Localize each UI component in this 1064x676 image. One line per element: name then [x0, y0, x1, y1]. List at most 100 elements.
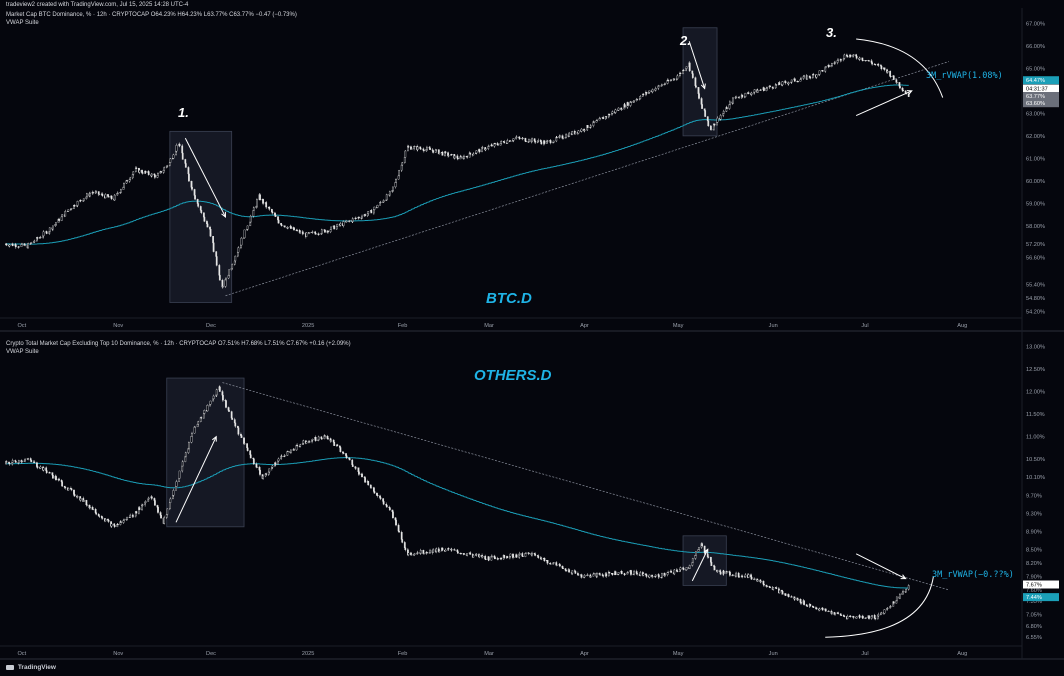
- btc-candle-body: [803, 75, 805, 77]
- others-y-tick: 12.00%: [1026, 390, 1045, 396]
- others-candle: [627, 571, 629, 574]
- btc-candle-body: [759, 89, 762, 91]
- others-candle-body: [490, 555, 493, 557]
- btc-candle-body: [685, 66, 688, 69]
- btc-candle: [540, 140, 543, 145]
- btc-candle-body: [676, 75, 679, 80]
- btc-candle-body: [48, 227, 51, 232]
- others-candle: [905, 588, 907, 593]
- others-candle: [33, 460, 36, 464]
- btc-candle-body: [314, 232, 317, 235]
- btc-candle: [64, 209, 67, 217]
- btc-candle: [735, 95, 737, 99]
- others-y-tick: 6.55%: [1026, 635, 1042, 641]
- btc-candle: [101, 192, 104, 198]
- others-candle-body: [169, 498, 172, 503]
- others-candle: [639, 570, 642, 577]
- btc-candle-body: [664, 83, 666, 85]
- others-candle-body: [230, 411, 233, 419]
- btc-candle: [633, 100, 635, 103]
- btc-candle-body: [463, 156, 465, 159]
- btc-y-tick: 58.00%: [1026, 224, 1045, 230]
- btc-candle-body: [120, 189, 122, 193]
- btc-candle: [447, 153, 450, 157]
- pattern-box-1: [169, 130, 233, 303]
- others-candle-body: [39, 466, 42, 469]
- others-candle: [889, 605, 892, 608]
- btc-candle: [188, 173, 190, 182]
- others-y-tick: 8.50%: [1026, 547, 1042, 553]
- others-candle-body: [614, 571, 617, 576]
- others-candle-body: [79, 498, 82, 501]
- btc-candle-body: [404, 150, 407, 158]
- others-candle: [608, 571, 611, 574]
- others-candle-body: [302, 440, 305, 444]
- btc-candle-body: [602, 117, 605, 120]
- others-candle: [521, 554, 524, 557]
- others-candle: [76, 495, 79, 498]
- others-candle: [568, 568, 571, 573]
- others-candle-body: [413, 553, 416, 555]
- others-candle-body: [837, 612, 839, 614]
- others-candle: [181, 460, 184, 467]
- others-y-tick: 10.10%: [1026, 475, 1045, 481]
- btc-candle-body: [392, 186, 394, 191]
- others-candle-body: [33, 461, 36, 463]
- btc-candle: [589, 123, 592, 129]
- others-candle: [21, 459, 23, 464]
- btc-candle-body: [30, 241, 33, 244]
- btc-candle-body: [317, 233, 320, 235]
- btc-candle: [800, 76, 802, 80]
- btc-candle-body: [141, 172, 144, 174]
- btc-candle: [824, 65, 827, 69]
- btc-candle-body: [11, 243, 14, 247]
- btc-price-tag-text: 63.60%: [1026, 101, 1045, 107]
- others-candle-body: [599, 574, 601, 576]
- btc-candle-body: [116, 192, 119, 194]
- btc-candle: [710, 128, 713, 131]
- others-candle-body: [129, 514, 132, 518]
- btc-candle: [509, 140, 512, 142]
- btc-candle-body: [327, 230, 329, 233]
- btc-candle-body: [382, 200, 385, 203]
- others-candle-body: [907, 585, 910, 590]
- others-candle: [707, 555, 710, 559]
- btc-pane-title: Market Cap BTC Dominance, % · 12h · CRYP…: [6, 11, 297, 19]
- others-candle-body: [750, 576, 753, 580]
- btc-candle-body: [385, 194, 388, 201]
- others-candle-body: [184, 452, 187, 457]
- others-candle: [599, 572, 601, 576]
- others-candle: [651, 576, 654, 578]
- btc-candle-body: [86, 193, 88, 198]
- btc-candle: [79, 200, 82, 203]
- btc-candle: [191, 186, 193, 192]
- others-candle-body: [150, 496, 153, 499]
- others-x-tick: Oct: [17, 651, 26, 657]
- btc-candle-body: [518, 137, 521, 140]
- others-candle-body: [741, 575, 744, 577]
- others-candle: [280, 454, 283, 458]
- btc-candle: [342, 220, 345, 228]
- others-candle-body: [858, 615, 861, 618]
- arrow-head: [221, 211, 227, 218]
- annotation-arrow-6: [855, 553, 907, 580]
- btc-candle-body: [194, 195, 196, 200]
- btc-candle: [410, 147, 413, 150]
- others-candle: [395, 519, 397, 527]
- btc-candle-body: [8, 244, 11, 247]
- others-candle-body: [256, 466, 258, 468]
- btc-candle: [252, 206, 255, 211]
- others-price-tag-bg: [1023, 593, 1059, 602]
- btc-candle-body: [596, 119, 598, 121]
- btc-candle-body: [500, 141, 503, 144]
- others-candle-body: [735, 572, 737, 577]
- others-candle-body: [877, 614, 880, 617]
- others-candle-body: [132, 515, 135, 517]
- others-candle: [86, 504, 88, 507]
- btc-candle: [67, 209, 70, 212]
- arrow-head: [212, 435, 217, 442]
- btc-candle: [330, 226, 332, 231]
- btc-candle: [865, 60, 867, 62]
- btc-candle-body: [187, 167, 190, 175]
- others-candle: [132, 514, 135, 518]
